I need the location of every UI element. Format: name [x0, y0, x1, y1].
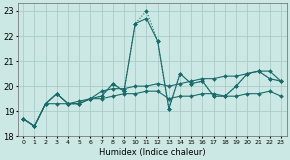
X-axis label: Humidex (Indice chaleur): Humidex (Indice chaleur) [99, 148, 205, 156]
